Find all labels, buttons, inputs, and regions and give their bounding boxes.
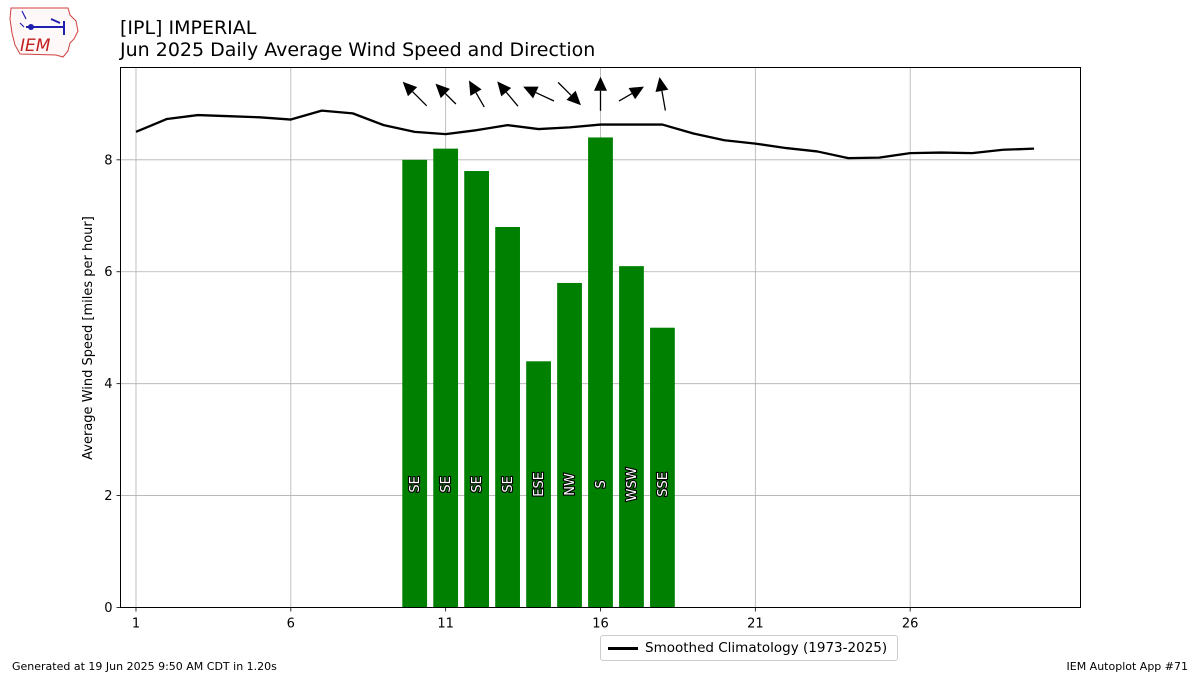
x-tick-label: 1 xyxy=(132,617,140,632)
wind-arrow-shaft xyxy=(505,91,519,107)
legend-label: Smoothed Climatology (1973-2025) xyxy=(645,640,888,656)
direction-label: SE xyxy=(470,476,485,492)
wind-arrow xyxy=(557,81,581,106)
wind-bar xyxy=(526,361,551,608)
bars xyxy=(402,137,675,608)
direction-label: SE xyxy=(439,476,454,492)
wind-arrow-shaft xyxy=(535,91,555,102)
direction-label: SE xyxy=(501,476,516,492)
wind-arrow-head xyxy=(594,76,607,91)
wind-arrow-shaft xyxy=(557,81,572,96)
wind-arrow-shaft xyxy=(661,90,667,111)
wind-arrow-shaft xyxy=(618,93,633,102)
wind-arrow xyxy=(594,76,607,111)
wind-bar xyxy=(464,171,490,608)
wind-arrow-head xyxy=(655,77,669,92)
direction-arrows xyxy=(402,76,669,111)
y-axis-label: Average Wind Speed [miles per hour] xyxy=(81,216,96,460)
x-tick-label: 21 xyxy=(747,617,764,632)
wind-arrow xyxy=(655,77,669,111)
wind-bar xyxy=(650,327,675,608)
x-tick-label: 26 xyxy=(902,617,919,632)
wind-arrow xyxy=(618,86,644,102)
wind-arrow xyxy=(523,86,555,102)
climatology-line xyxy=(135,109,1035,160)
legend-line-swatch xyxy=(608,647,638,650)
wind-arrow-head xyxy=(402,81,418,97)
wind-arrow xyxy=(468,80,485,108)
app-credit: IEM Autoplot App #71 xyxy=(1066,660,1189,673)
y-tick-label: 2 xyxy=(104,489,112,504)
wind-arrow-head xyxy=(566,90,581,106)
x-tick-label: 6 xyxy=(287,617,295,632)
generated-timestamp: Generated at 19 Jun 2025 9:50 AM CDT in … xyxy=(12,660,277,673)
wind-bar xyxy=(557,282,582,608)
wind-arrow-shaft xyxy=(412,91,428,107)
direction-label: S xyxy=(594,480,609,488)
wind-arrow-head xyxy=(628,86,644,100)
wind-arrow-shaft xyxy=(444,93,457,105)
chart-title-period: Jun 2025 Daily Average Wind Speed and Di… xyxy=(120,39,596,61)
wind-arrow-shaft xyxy=(475,92,485,108)
wind-arrow xyxy=(402,81,428,107)
wind-arrow-head xyxy=(468,80,482,96)
iem-logo: IEM xyxy=(9,7,79,58)
wind-bar xyxy=(619,266,644,608)
wind-arrow-head xyxy=(523,86,539,99)
direction-label: ESE xyxy=(532,472,547,497)
wind-arrow-head xyxy=(497,81,512,97)
wind-bar xyxy=(433,148,459,608)
wind-bar xyxy=(402,159,428,608)
chart-title-station: [IPL] IMPERIAL xyxy=(120,17,257,39)
wind-bar xyxy=(588,137,613,608)
direction-label: WSW xyxy=(625,467,640,501)
wind-arrow xyxy=(497,81,519,107)
logo-text: IEM xyxy=(20,36,51,56)
y-tick-label: 6 xyxy=(104,265,112,280)
wind-bar xyxy=(495,226,520,608)
x-tick-label: 16 xyxy=(592,617,609,632)
direction-label: SSE xyxy=(656,472,671,497)
wind-arrow xyxy=(435,83,457,105)
x-tick-label: 11 xyxy=(437,617,454,632)
direction-label: SE xyxy=(408,476,423,492)
y-tick-label: 4 xyxy=(104,377,112,392)
legend: Smoothed Climatology (1973-2025) xyxy=(600,635,898,661)
wind-arrow-head xyxy=(435,83,450,99)
direction-labels: SE SE SE SE ESE NW S WSW SSE xyxy=(407,466,672,502)
climatology-line-group xyxy=(135,109,1035,160)
y-tick-label: 0 xyxy=(104,601,112,616)
direction-label: NW xyxy=(563,473,578,496)
y-tick-label: 8 xyxy=(104,153,112,168)
